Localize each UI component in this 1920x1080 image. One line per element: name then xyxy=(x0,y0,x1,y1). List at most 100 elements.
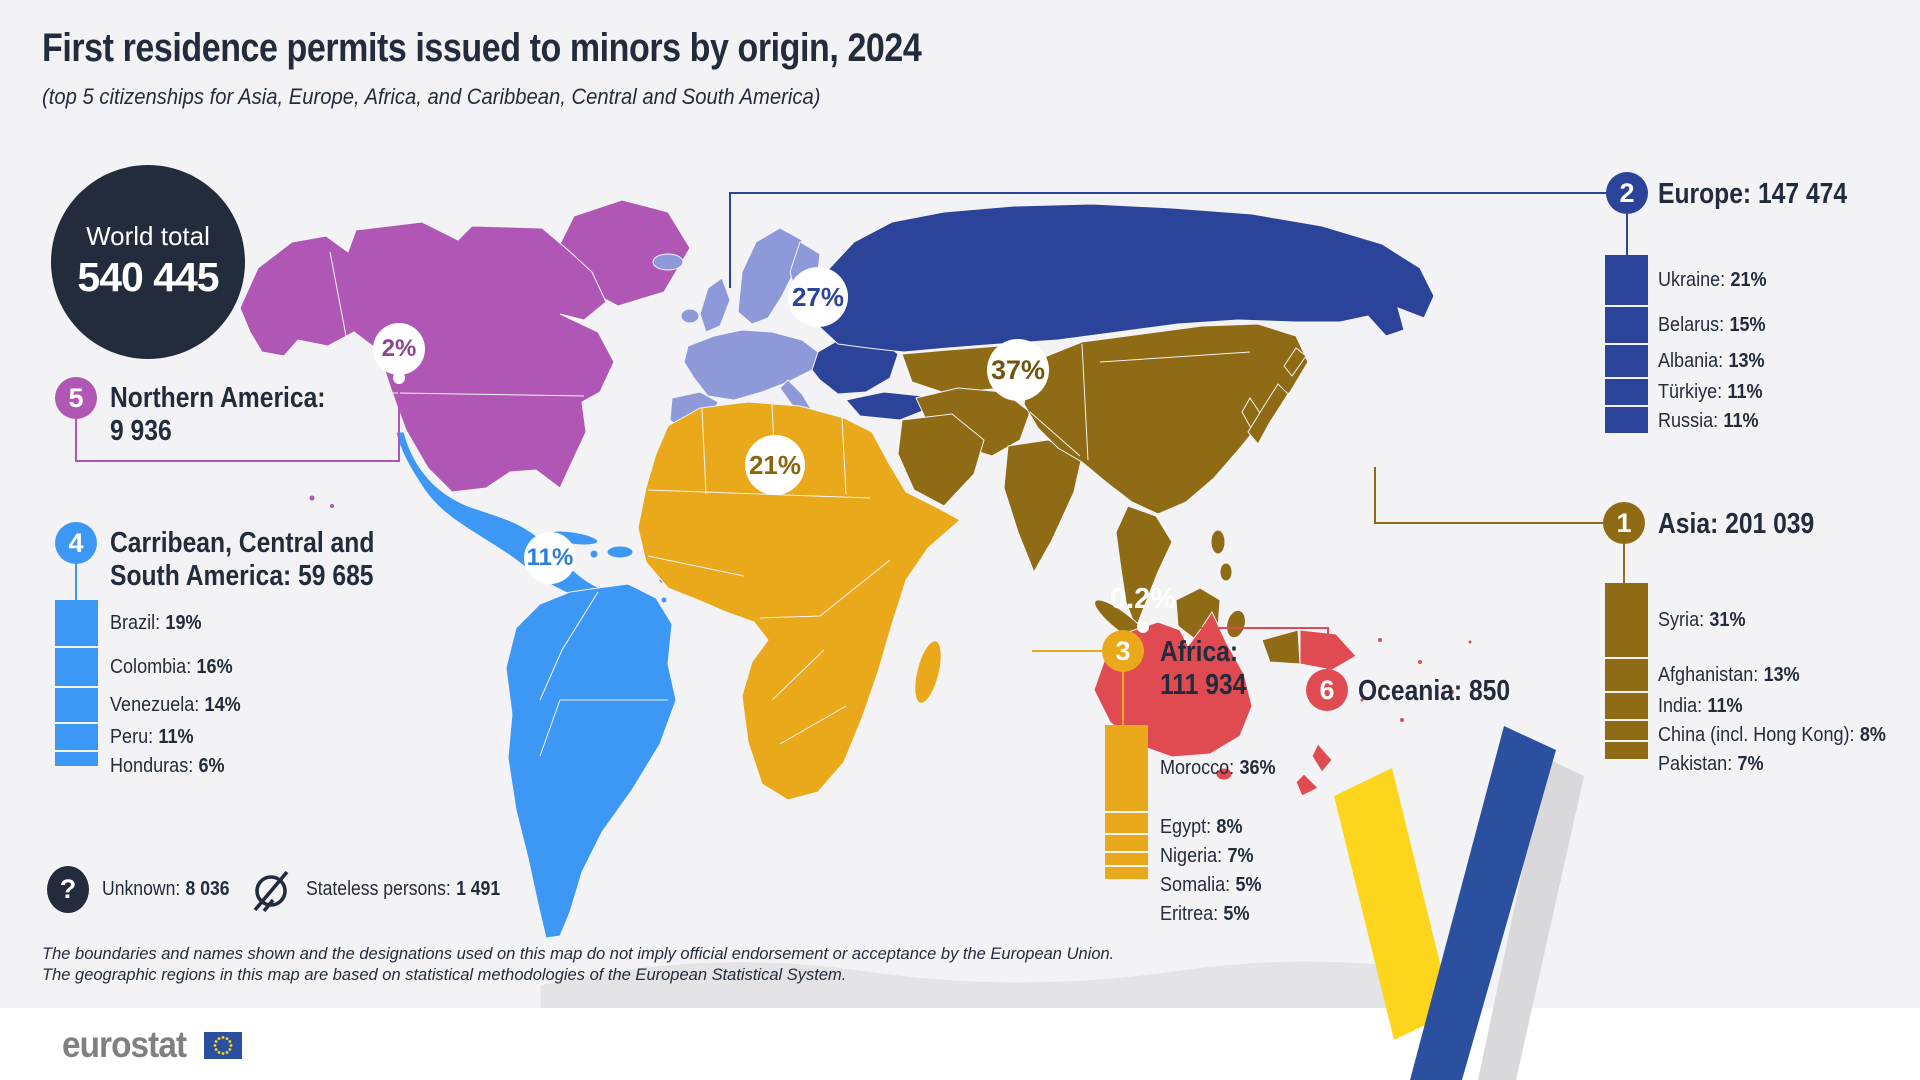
south-america-shape xyxy=(505,583,677,939)
africa-connector-bar xyxy=(1122,672,1124,726)
bar-segment xyxy=(1105,853,1148,866)
asia-share-badge: 37% xyxy=(987,339,1049,401)
oceania-rank-badge: 6 xyxy=(1306,669,1348,711)
world-total-circle: World total 540 445 xyxy=(51,165,245,359)
bar-segment xyxy=(55,647,98,686)
africa-bar xyxy=(1105,725,1148,881)
country-row: India: 11% xyxy=(1658,694,1743,718)
east-asia-shape xyxy=(1023,323,1309,515)
country-row: China (incl. Hong Kong): 8% xyxy=(1658,723,1886,747)
eurostat-logo: eurostat xyxy=(62,1024,242,1066)
asia-bar xyxy=(1605,583,1648,761)
bar-segment xyxy=(1605,659,1648,691)
country-row: Venezuela: 14% xyxy=(110,692,241,716)
country-row: Eritrea: 5% xyxy=(1160,901,1250,925)
asia-country-list: Syria: 31% Afghanistan: 13% India: 11% China (… xyxy=(1658,583,1917,780)
oceania-header: Oceania: 850 xyxy=(1358,675,1511,707)
world-total-value: 540 445 xyxy=(77,254,219,300)
page-title: First residence permits issued to minors… xyxy=(42,26,922,70)
europe-connector-bar xyxy=(1626,214,1628,255)
africa-shape xyxy=(637,401,961,801)
country-row: Peru: 11% xyxy=(110,725,194,749)
country-row: Somalia: 5% xyxy=(1160,872,1262,896)
bar-segment xyxy=(1605,583,1648,658)
oceania-map-dot xyxy=(1137,621,1149,633)
bar-segment xyxy=(1105,867,1148,880)
disclaimer-line-2: The geographic regions in this map are b… xyxy=(42,966,847,984)
europe-bar xyxy=(1605,255,1648,435)
africa-country-list: Morocco: 36% Egypt: 8% Nigeria: 7% Somalia: 5% E… xyxy=(1160,725,1291,929)
country-row: Türkiye: 11% xyxy=(1658,380,1763,404)
question-mark-icon: ? xyxy=(47,866,89,913)
north-america-shape xyxy=(239,221,615,493)
country-row: Honduras: 6% xyxy=(110,754,225,778)
bar-segment xyxy=(1105,834,1148,852)
map-disclaimer: The boundaries and names shown and the d… xyxy=(42,944,1114,986)
csa-rank-badge: 4 xyxy=(55,522,97,564)
europe-header: Europe: 147 474 xyxy=(1658,178,1848,210)
country-row: Ukraine: 21% xyxy=(1658,268,1767,292)
africa-header: Africa: 111 934 xyxy=(1160,636,1247,702)
bar-segment xyxy=(55,687,98,722)
bar-segment xyxy=(1605,720,1648,741)
bar-segment xyxy=(1605,742,1648,759)
madagascar-shape xyxy=(914,640,942,704)
turkey-shape xyxy=(845,391,931,421)
oceania-connector-vertical xyxy=(1327,627,1329,670)
africa-connector-horizontal xyxy=(1032,650,1102,652)
csa-connector xyxy=(75,564,77,600)
bar-segment xyxy=(1105,725,1148,812)
stateless-footnote: Stateless persons: 1 491 xyxy=(306,878,501,900)
bar-segment xyxy=(1605,345,1648,377)
bar-segment xyxy=(55,751,98,767)
bar-segment xyxy=(1605,255,1648,306)
oceania-share-label: 0.2% xyxy=(1109,583,1177,615)
oceania-connector-horizontal xyxy=(1200,627,1328,629)
europe-share-badge: 27% xyxy=(788,267,848,327)
country-row: Pakistan: 7% xyxy=(1658,752,1764,776)
na-header: Northern America: 9 936 xyxy=(110,382,326,448)
asia-connector-bar xyxy=(1623,544,1625,584)
country-row: Syria: 31% xyxy=(1658,608,1746,632)
country-row: Albania: 13% xyxy=(1658,348,1765,372)
na-connector-horizontal xyxy=(75,460,400,462)
country-row: Morocco: 36% xyxy=(1160,756,1276,780)
decorative-ribbon xyxy=(1334,726,1584,1080)
bar-segment xyxy=(1605,378,1648,405)
asia-header: Asia: 201 039 xyxy=(1658,508,1815,540)
bar-segment xyxy=(1105,813,1148,833)
world-total-label: World total xyxy=(86,221,210,251)
new-zealand-shape xyxy=(1311,743,1333,773)
india-shape xyxy=(1003,439,1083,574)
e​urostat-logo-text: eurostat xyxy=(62,1024,187,1065)
bar-segment xyxy=(55,600,98,646)
country-row: Belarus: 15% xyxy=(1658,313,1766,337)
na-rank-badge: 5 xyxy=(55,377,97,419)
europe-connector-map xyxy=(729,192,731,288)
bar-segment xyxy=(1605,307,1648,344)
country-row: Afghanistan: 13% xyxy=(1658,662,1800,686)
africa-share-badge: 21% xyxy=(745,435,805,495)
bar-segment xyxy=(1605,406,1648,434)
country-row: Colombia: 16% xyxy=(110,654,233,678)
russia-shape xyxy=(809,203,1435,353)
csa-country-list: Brazil: 19% Colombia: 16% Venezuela: 14% Peru:… xyxy=(110,600,258,782)
page-subtitle: (top 5 citizenships for Asia, Europe, Af… xyxy=(42,84,821,109)
footer-band xyxy=(0,1008,1920,1080)
na-map-dot xyxy=(393,372,405,384)
arabia-shape xyxy=(897,413,985,507)
asia-connector-map xyxy=(1374,467,1376,524)
disclaimer-line-1: The boundaries and names shown and the d… xyxy=(42,945,1115,963)
country-row: Brazil: 19% xyxy=(110,610,202,634)
europe-rank-badge: 2 xyxy=(1606,172,1648,214)
unknown-footnote: Unknown: 8 036 xyxy=(102,878,230,900)
europe-country-list: Ukraine: 21% Belarus: 15% Albania: 13% Türkiye… xyxy=(1658,255,1781,437)
asia-connector-horizontal xyxy=(1374,522,1604,524)
country-row: Nigeria: 7% xyxy=(1160,843,1254,867)
country-row: Russia: 11% xyxy=(1658,409,1759,433)
csa-header: Carribean, Central and South America: 59… xyxy=(110,527,375,593)
na-connector-vertical xyxy=(75,419,77,460)
indochina-shape xyxy=(1115,505,1173,630)
western-europe-shape xyxy=(683,329,819,401)
